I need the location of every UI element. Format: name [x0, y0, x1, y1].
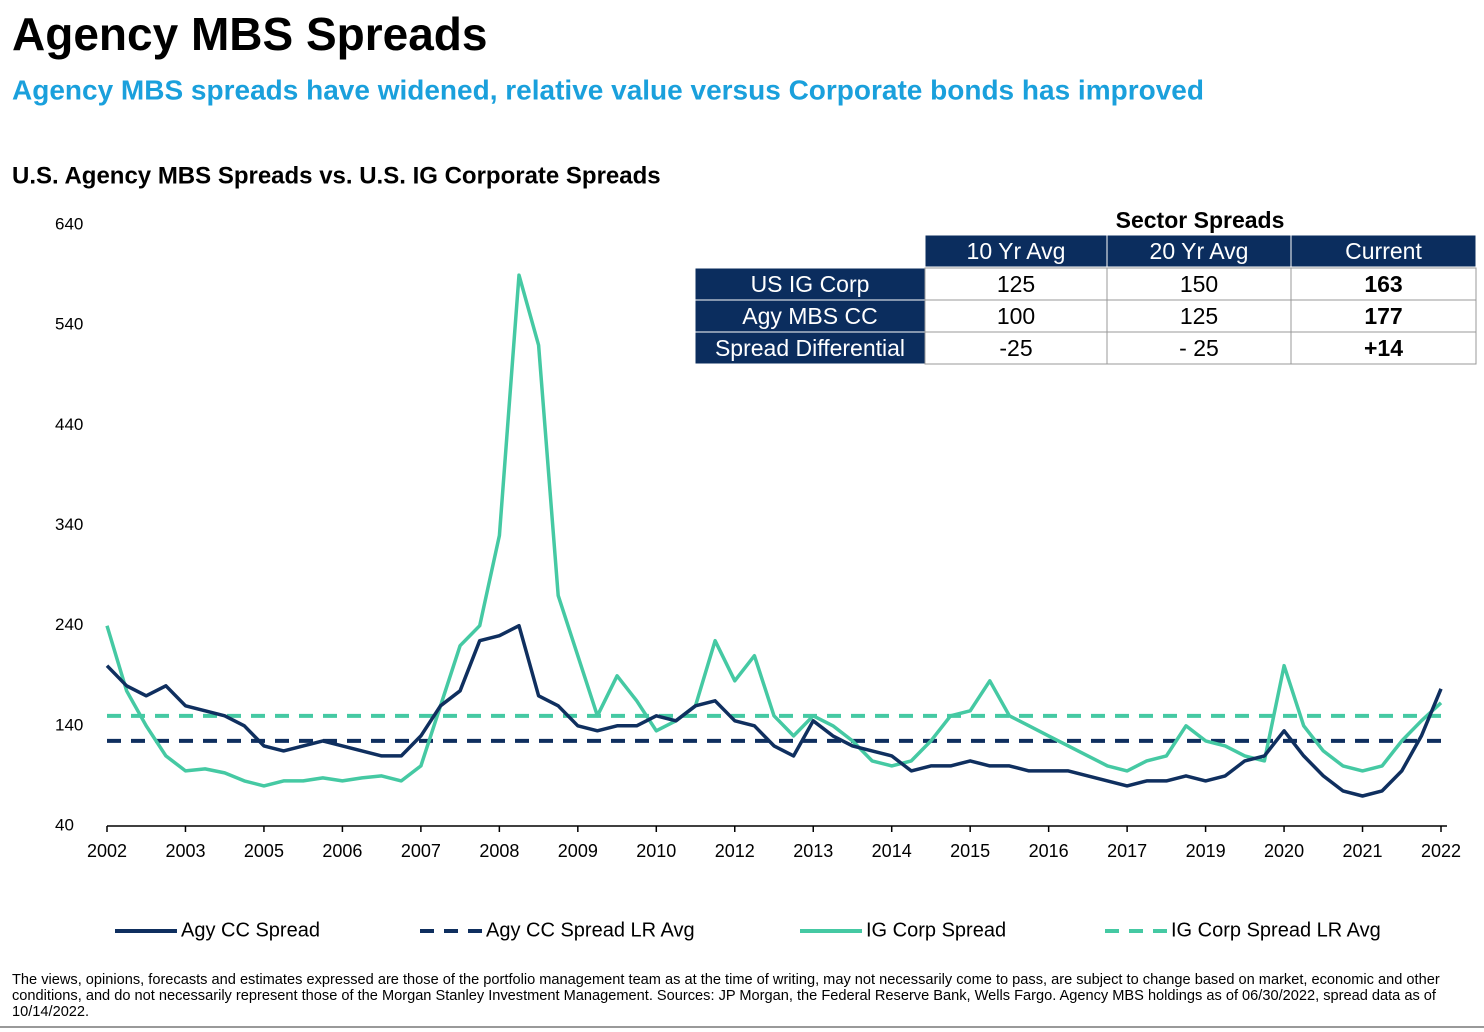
table-cell: -25 — [999, 335, 1032, 361]
table-header-cell — [1290, 234, 1477, 268]
table-cell-bg — [924, 299, 1108, 333]
table-title: Sector Spreads — [1116, 207, 1285, 233]
page-subtitle: Agency MBS spreads have widened, relativ… — [12, 74, 1204, 105]
table-header-cell — [924, 234, 1108, 268]
x-tick-label: 2012 — [715, 841, 755, 861]
table-cell: - 25 — [1179, 335, 1219, 361]
table-header: 20 Yr Avg — [1150, 238, 1249, 264]
series-line — [105, 273, 1443, 788]
chart-title: U.S. Agency MBS Spreads vs. U.S. IG Corp… — [12, 162, 661, 189]
x-tick-label: 2013 — [793, 841, 833, 861]
table-cell-bg — [1106, 331, 1292, 365]
x-tick-label: 2014 — [872, 841, 912, 861]
series-line — [105, 623, 1443, 798]
y-tick-label: 340 — [55, 515, 83, 534]
table-cell: 150 — [1180, 271, 1218, 297]
table-header: Current — [1345, 238, 1422, 264]
table-header-cell — [1106, 234, 1292, 268]
legend-label: IG Corp Spread — [866, 919, 1006, 941]
x-tick-label: 2005 — [244, 841, 284, 861]
table-row-label: Agy MBS CC — [742, 303, 877, 329]
table-cell: +14 — [1364, 335, 1403, 361]
table-header: 10 Yr Avg — [967, 238, 1066, 264]
legend-label: IG Corp Spread LR Avg — [1171, 919, 1381, 941]
x-tick-label: 2007 — [401, 841, 441, 861]
x-tick-label: 2020 — [1264, 841, 1304, 861]
footnote: The views, opinions, forecasts and estim… — [12, 972, 1440, 1020]
x-tick-label: 2002 — [87, 841, 127, 861]
table-row-label: Spread Differential — [715, 335, 905, 361]
y-tick-label: 40 — [55, 815, 74, 834]
x-tick-label: 2009 — [558, 841, 598, 861]
x-tick-label: 2019 — [1186, 841, 1226, 861]
legend-label: Agy CC Spread — [181, 919, 320, 941]
y-tick-label: 440 — [55, 415, 83, 434]
x-tick-label: 2008 — [479, 841, 519, 861]
x-tick-label: 2015 — [950, 841, 990, 861]
x-tick-label: 2003 — [165, 841, 205, 861]
y-tick-label: 240 — [55, 615, 83, 634]
table-cell-bg — [1290, 331, 1477, 365]
x-tick-label: 2017 — [1107, 841, 1147, 861]
table-row-label-cell — [694, 267, 926, 301]
page-title: Agency MBS Spreads — [12, 8, 487, 60]
table-cell: 177 — [1364, 303, 1402, 329]
legend-label: Agy CC Spread LR Avg — [486, 919, 695, 941]
table-row-label: US IG Corp — [751, 271, 870, 297]
table-row-label-cell — [694, 331, 926, 365]
y-tick-label: 540 — [55, 315, 83, 334]
table-cell: 100 — [997, 303, 1035, 329]
table-cell-bg — [1290, 299, 1477, 333]
table-cell: 163 — [1364, 271, 1402, 297]
table-cell: 125 — [1180, 303, 1218, 329]
y-tick-label: 640 — [55, 214, 83, 233]
table-cell-bg — [924, 331, 1108, 365]
table-cell-bg — [1290, 267, 1477, 301]
y-tick-label: 140 — [55, 715, 83, 734]
x-tick-label: 2022 — [1421, 841, 1461, 861]
x-tick-label: 2016 — [1029, 841, 1069, 861]
x-tick-label: 2010 — [636, 841, 676, 861]
table-cell-bg — [924, 267, 1108, 301]
rule — [0, 1026, 1484, 1028]
x-tick-label: 2021 — [1343, 841, 1383, 861]
table-cell: 125 — [997, 271, 1035, 297]
x-tick-label: 2006 — [322, 841, 362, 861]
